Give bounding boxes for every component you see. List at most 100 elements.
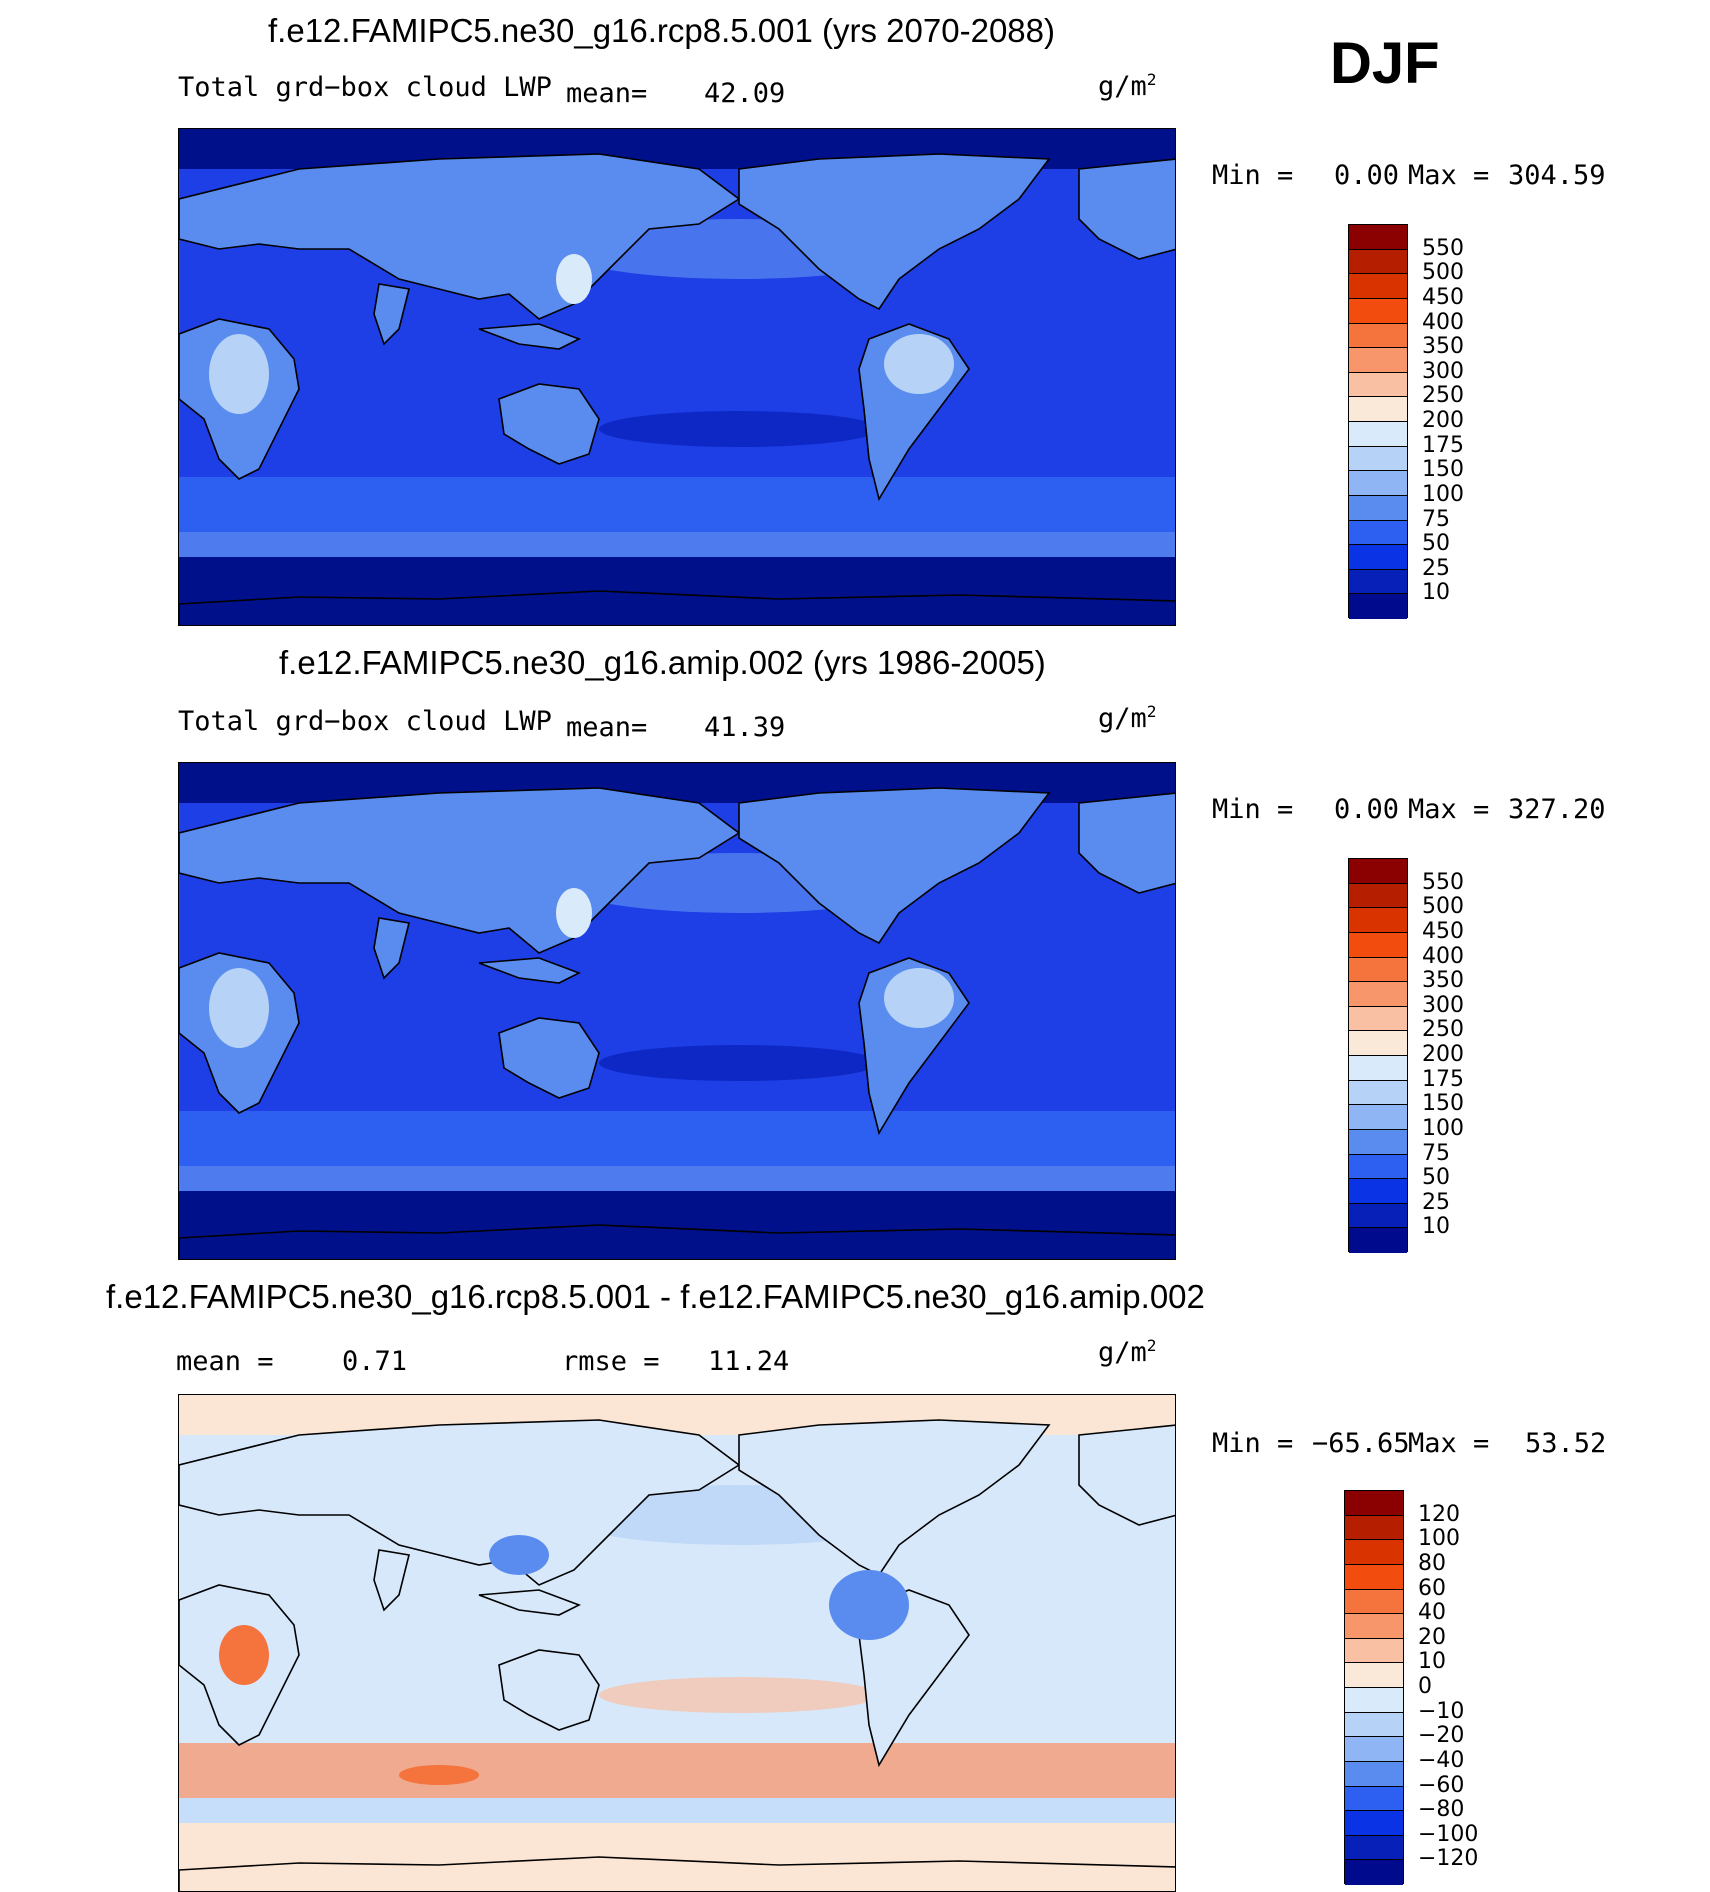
colorbar-tick-label: 20 [1418,1624,1446,1650]
eurasia-outline [179,153,741,320]
panel-1-map [178,128,1176,626]
europe-outline [1078,158,1175,260]
colorbar-swatch [1349,225,1407,250]
colorbar-swatch [1349,422,1407,447]
panel-2-variable-label: Total grd−box cloud LWP [178,706,552,737]
panel-3-map [178,1394,1176,1892]
colorbar-tick-label: −60 [1418,1772,1465,1798]
antarctica-outline [179,590,1175,625]
colorbar-tick-label: 550 [1422,235,1464,261]
colorbar-tick-label: 200 [1422,1042,1464,1067]
colorbar-swatch [1349,1080,1407,1106]
amazon-hotspot [884,334,954,394]
colorbar-tick-label: 75 [1422,506,1450,532]
colorbar-swatch [1349,1203,1407,1229]
colorbar-tick-label: −20 [1418,1723,1465,1749]
panel-1-min-label: Min = [1212,160,1294,191]
subtropical-pacific-band [599,1045,879,1081]
panel-2-mean-label: mean= [566,712,648,743]
colorbar-swatch [1345,1663,1403,1688]
europe-outline [1078,792,1175,894]
southeast-asia-outline [478,1589,581,1616]
colorbar-tick-label: −10 [1418,1698,1465,1724]
europe-outline [1078,1424,1175,1526]
colorbar-tick-label: 10 [1422,1214,1450,1240]
colorbar-tick-label: −80 [1418,1797,1465,1823]
colorbar-tick-label: 100 [1418,1526,1460,1552]
colorbar-tick-label: 50 [1422,531,1450,557]
panel-1-max-value: 304.59 [1508,160,1606,191]
colorbar-tick-label: 350 [1422,968,1464,994]
colorbar-swatch [1349,1228,1407,1253]
panel-1-mean-value: 42.09 [704,78,786,109]
antarctic-band [179,1191,1175,1259]
colorbar-tick-label: 10 [1422,580,1450,606]
colorbar-tick-label: 450 [1422,918,1464,944]
eurasia-outline [179,787,741,954]
southern-storm-track [179,1743,1175,1798]
southern-ocean-band [179,1166,1175,1191]
colorbar-tick-label: 0 [1418,1674,1432,1699]
southeast-asia-outline [478,957,581,984]
panel-1-colorbar: 550 500 450 400 350 300 250 200 175 150 100 75 50 25 1… [1348,224,1464,619]
panel-3-max-label: Max = [1408,1428,1490,1459]
colorbar-tick-label: 50 [1422,1165,1450,1191]
colorbar-tick-label: 150 [1422,1091,1464,1117]
colorbar-swatch [1345,1688,1403,1713]
colorbar-swatch [1345,1515,1403,1541]
panel-1-variable-label: Total grd−box cloud LWP [178,72,552,103]
colorbar-swatch [1349,982,1407,1007]
colorbar-tick-label: −120 [1418,1846,1479,1872]
colorbar-tick-label: 175 [1422,432,1464,458]
colorbar-tick-label: 120 [1418,1501,1460,1527]
panel-1-mean-label: mean= [566,78,648,109]
colorbar-swatch [1345,1786,1403,1812]
africa-anomaly [219,1625,269,1685]
colorbar-tick-label: 250 [1422,383,1464,409]
colorbar-tick-label: 100 [1422,481,1464,507]
panel-2-max-value: 327.20 [1508,794,1606,825]
colorbar-tick-label: 250 [1422,1017,1464,1043]
colorbar-tick-label: 500 [1422,260,1464,286]
colorbar-swatch [1349,471,1407,496]
colorbar-swatch [1349,932,1407,958]
colorbar-swatch [1349,323,1407,349]
colorbar-swatch [1345,1491,1403,1516]
north-america-outline [738,1419,1051,1577]
colorbar-swatch [1349,1105,1407,1130]
colorbar-swatch [1349,495,1407,521]
colorbar-tick-label: 175 [1422,1066,1464,1092]
australia-outline [498,383,600,465]
subtropical-pacific-band [599,411,879,447]
colorbar-swatches [1348,858,1408,1253]
colorbar-swatch [1349,957,1407,983]
subtropical-pacific-band [599,1677,879,1713]
southeast-asia-outline [478,323,581,350]
panel-1-title: f.e12.FAMIPC5.ne30_g16.rcp8.5.001 (yrs 2… [268,12,1055,49]
colorbar-tick-label: 500 [1422,894,1464,920]
east-asia-hotspot [556,254,592,304]
panel-2-title: f.e12.FAMIPC5.ne30_g16.amip.002 (yrs 198… [279,644,1046,681]
panel-3-min-value: −65.65 [1312,1428,1410,1459]
colorbar-swatch [1349,446,1407,472]
colorbar-tick-label: 350 [1422,334,1464,360]
season-label: DJF [1330,31,1440,96]
colorbar-swatch [1345,1540,1403,1565]
southern-ocean-band [179,532,1175,557]
colorbar-swatch [1345,1761,1403,1787]
panel-1-units: g/m2 [1098,70,1157,102]
panel-3-mean-label: mean = [176,1346,274,1377]
colorbar-swatch [1349,1129,1407,1155]
panel-1-max-label: Max = [1408,160,1490,191]
panel-2-colorbar: 550 500 450 400 350 300 250 200 175 150 100 75 50 25 1… [1348,858,1464,1253]
panel-3-min-label: Min = [1212,1428,1294,1459]
panel-3-units: g/m2 [1098,1336,1157,1368]
panel-3-title: f.e12.FAMIPC5.ne30_g16.rcp8.5.001 - f.e1… [106,1278,1205,1315]
colorbar-tick-label: 400 [1422,943,1464,969]
panel-3-map-field [179,1395,1175,1891]
panel-3-colorbar: 120 100 80 60 40 20 10 0 −10 −20 −40 −60 −80 −100 −120 [1344,1490,1478,1885]
colorbar-tick-label: 75 [1422,1140,1450,1166]
colorbar-swatch [1345,1712,1403,1738]
colorbar-tick-label: 10 [1418,1649,1446,1675]
colorbar-tick-label: 550 [1422,869,1464,895]
